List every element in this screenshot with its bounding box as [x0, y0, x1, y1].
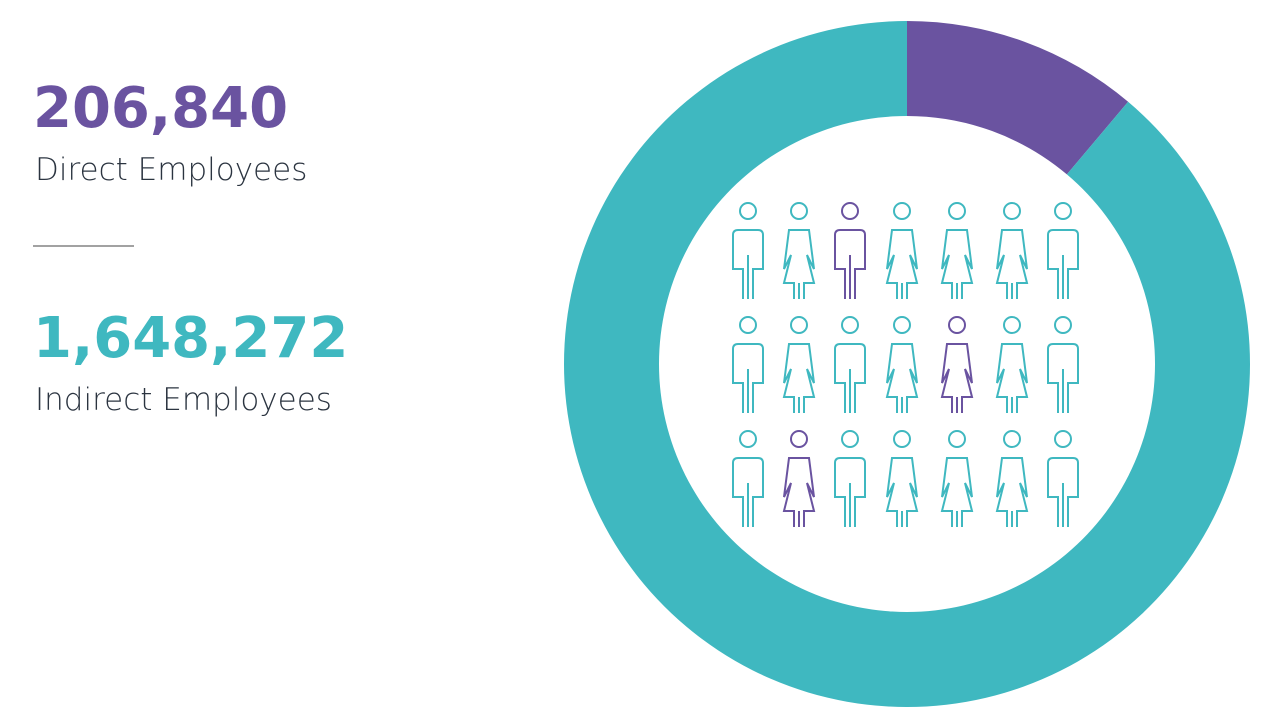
person-female [995, 229, 1029, 299]
person-head [893, 202, 911, 220]
donut-segment [563, 21, 1250, 707]
person-head [841, 430, 859, 448]
person-head [948, 430, 966, 448]
value-label: 1,648,272 [33, 306, 348, 371]
person-head [1054, 316, 1072, 334]
person-head [841, 202, 859, 220]
person-head [739, 202, 757, 220]
person-head [893, 430, 911, 448]
person-male [834, 457, 866, 527]
person-female [995, 457, 1029, 527]
person-female [995, 343, 1029, 413]
person-head [948, 316, 966, 334]
person-head [1054, 202, 1072, 220]
person-head [948, 202, 966, 220]
person-female [782, 457, 816, 527]
person-female [885, 457, 919, 527]
person-male [1047, 229, 1079, 299]
category-label: Indirect Employees [35, 382, 332, 418]
person-female [782, 343, 816, 413]
person-head [739, 316, 757, 334]
person-head [739, 430, 757, 448]
person-male [1047, 343, 1079, 413]
category-label: Direct Employees [35, 152, 307, 188]
person-male [1047, 457, 1079, 527]
person-male [834, 229, 866, 299]
person-female [885, 229, 919, 299]
person-head [1054, 430, 1072, 448]
person-head [1003, 202, 1021, 220]
person-head [790, 430, 808, 448]
person-female [940, 343, 974, 413]
person-head [1003, 316, 1021, 334]
person-head [841, 316, 859, 334]
person-male [732, 457, 764, 527]
person-male [834, 343, 866, 413]
value-label: 206,840 [33, 76, 288, 141]
person-head [893, 316, 911, 334]
donut-segment [907, 21, 1129, 175]
pictogram [732, 202, 1079, 527]
person-male [732, 229, 764, 299]
person-male [732, 343, 764, 413]
person-head [1003, 430, 1021, 448]
person-head [790, 316, 808, 334]
person-female [940, 229, 974, 299]
person-female [782, 229, 816, 299]
person-female [885, 343, 919, 413]
person-head [790, 202, 808, 220]
person-female [940, 457, 974, 527]
